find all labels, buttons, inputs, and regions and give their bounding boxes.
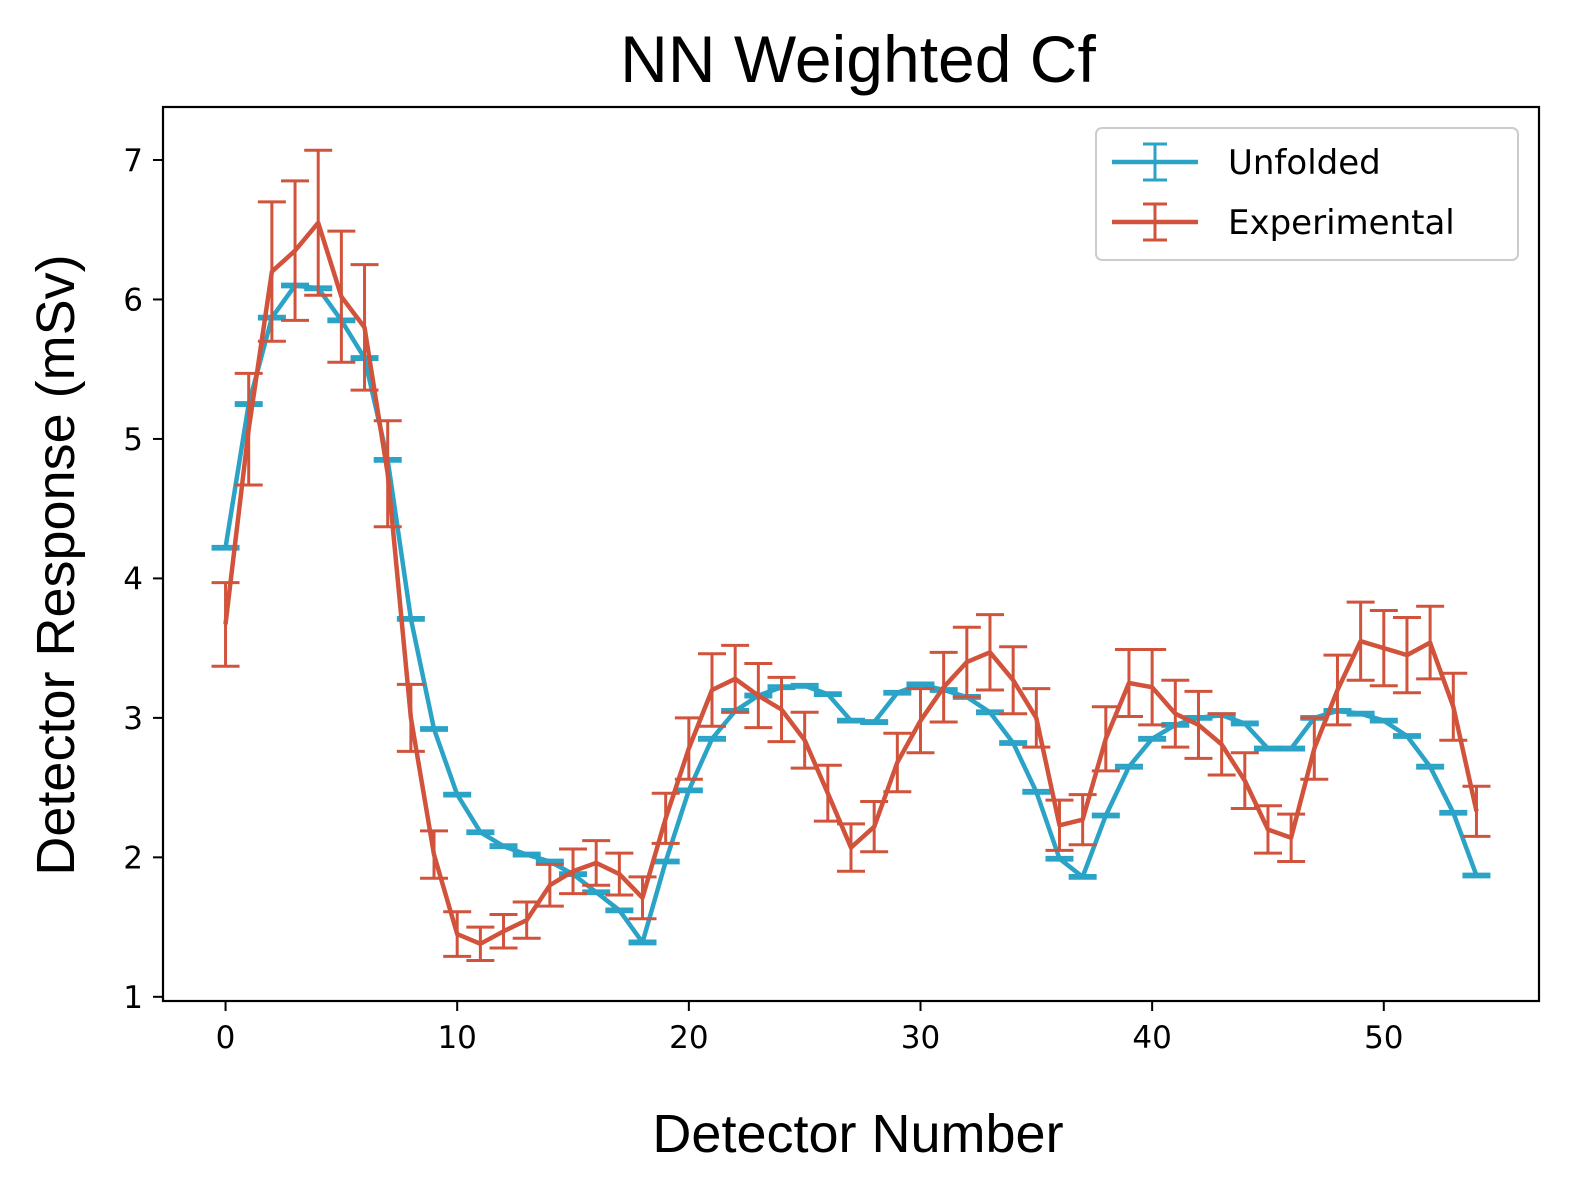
x-tick-label: 30 bbox=[901, 1020, 940, 1056]
y-tick-label: 2 bbox=[123, 840, 143, 876]
x-tick-label: 40 bbox=[1132, 1020, 1171, 1056]
y-tick-label: 3 bbox=[123, 701, 143, 737]
y-tick-label: 6 bbox=[123, 282, 143, 318]
x-tick-label: 20 bbox=[669, 1020, 708, 1056]
legend-item-unfolded: Unfolded bbox=[1112, 142, 1381, 183]
y-axis-label: Detector Response (mSv) bbox=[26, 254, 86, 875]
legend: Unfolded Experimental bbox=[1095, 127, 1519, 261]
y-tick-label: 5 bbox=[123, 422, 143, 458]
legend-box bbox=[1095, 127, 1519, 261]
series-line bbox=[223, 283, 1479, 945]
x-axis-label: Detector Number bbox=[652, 1104, 1063, 1164]
x-tick-label: 10 bbox=[437, 1020, 476, 1056]
legend-label: Experimental bbox=[1228, 203, 1455, 243]
y-tick-label: 7 bbox=[123, 143, 143, 179]
x-tick-label: 0 bbox=[216, 1020, 236, 1056]
axes: 0 10 20 30 40 50 1 2 3 4 5 6 7 bbox=[123, 105, 1541, 1056]
legend-item-experimental: Experimental bbox=[1112, 202, 1455, 243]
series-experimental bbox=[211, 148, 1491, 963]
plot-area bbox=[211, 148, 1491, 963]
y-tick-label: 1 bbox=[123, 980, 143, 1016]
x-tick-label: 50 bbox=[1364, 1020, 1403, 1056]
chart-title: NN Weighted Cf bbox=[620, 22, 1096, 96]
plot-frame bbox=[161, 105, 1541, 1003]
y-tick-label: 4 bbox=[123, 561, 143, 597]
series-line bbox=[223, 220, 1479, 947]
legend-label: Unfolded bbox=[1228, 143, 1381, 183]
